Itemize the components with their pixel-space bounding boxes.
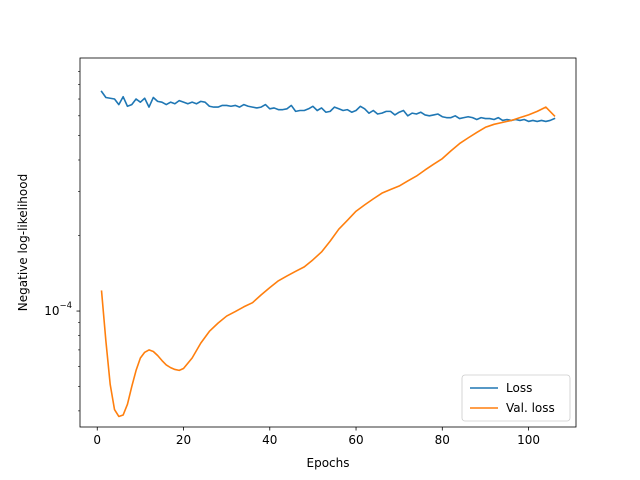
series-layer <box>100 90 556 418</box>
x-tick-label: 60 <box>348 433 363 447</box>
plot-frame <box>79 57 577 428</box>
x-tick-label: 40 <box>262 433 277 447</box>
legend-label-loss: Loss <box>506 381 532 395</box>
legend-box <box>461 374 571 422</box>
series-line-val-loss <box>100 106 556 418</box>
y-tick-label-exponent: −4 <box>59 301 72 311</box>
x-tick-label: 0 <box>93 433 101 447</box>
x-axis-title: Epochs <box>307 456 350 470</box>
y-axis: 10−4 <box>44 71 80 412</box>
legend: Loss Val. loss <box>461 374 571 422</box>
plot-area <box>80 58 576 427</box>
legend-label-val-loss: Val. loss <box>506 401 555 415</box>
x-tick-label: 100 <box>517 433 540 447</box>
x-axis: 0 20 40 60 80 100 <box>93 427 540 447</box>
y-tick-label: 10−4 <box>44 301 72 318</box>
x-tick-label: 80 <box>435 433 450 447</box>
y-axis-title: Negative log-likelihood <box>16 174 30 311</box>
series-line-loss <box>100 90 556 123</box>
y-tick-label-base: 10 <box>44 304 59 318</box>
x-tick-label: 20 <box>176 433 191 447</box>
